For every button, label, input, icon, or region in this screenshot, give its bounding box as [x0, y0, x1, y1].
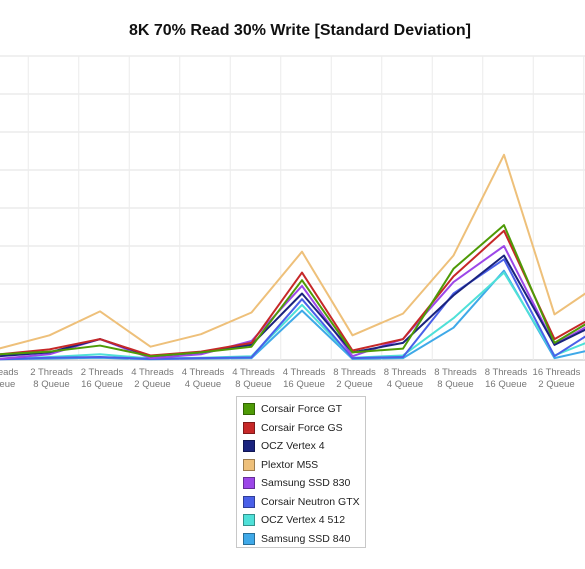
- legend-label: Corsair Neutron GTX: [261, 495, 360, 508]
- legend-label: Corsair Force GT: [261, 403, 343, 415]
- x-tick-label: 4 Threads 2 Queue: [131, 367, 174, 390]
- x-tick-label: 2 Threads 16 Queue: [81, 367, 124, 390]
- series-line-corsair-force-gt: [0, 224, 585, 358]
- legend-label: Corsair Force GS: [261, 421, 343, 434]
- series-line-corsair-neutron-gtx: [0, 258, 585, 361]
- legend-item: Corsair Force GS: [243, 420, 343, 436]
- legend-item: Corsair Neutron GTX: [243, 494, 360, 510]
- legend-item: Samsung SSD 840: [243, 531, 350, 547]
- legend-label: OCZ Vertex 4 512: [261, 514, 346, 526]
- legend-item: Plextor M5S: [243, 457, 318, 473]
- x-tick-label: 8 Threads 4 Queue: [384, 367, 427, 390]
- x-tick-label: 4 Threads 16 Queue: [283, 367, 326, 390]
- legend-item: OCZ Vertex 4 512: [243, 512, 345, 528]
- legend-swatch: [243, 440, 255, 452]
- chart-title: 8K 70% Read 30% Write [Standard Deviatio…: [129, 22, 471, 39]
- x-tick-label: 8 Threads 8 Queue: [434, 367, 477, 390]
- x-tick-label: 4 Threads 4 Queue: [182, 367, 225, 390]
- series-lines: [0, 153, 585, 361]
- legend-swatch: [243, 403, 255, 415]
- legend-item: Samsung SSD 830: [243, 475, 350, 491]
- x-tick-label: 4 Threads 8 Queue: [232, 367, 275, 390]
- legend-swatch: [243, 477, 255, 489]
- series-line-plextor-m5s: [0, 153, 585, 350]
- x-tick-label: ThreadsQueue: [0, 367, 19, 390]
- legend-label: Samsung SSD 840: [261, 532, 351, 545]
- legend-item: Corsair Force GT: [243, 401, 342, 417]
- legend: Corsair Force GT Corsair Force GS OCZ Vert…: [236, 396, 366, 548]
- series-line-corsair-force-gs: [0, 229, 585, 357]
- legend-label: Plextor M5S: [261, 458, 319, 471]
- x-tick-label: 2 Threads 8 Queue: [30, 367, 73, 390]
- legend-label: Samsung SSD 830: [261, 477, 351, 489]
- legend-swatch: [243, 514, 255, 526]
- x-tick-label: 8 Threads 2 Queue: [333, 367, 376, 390]
- legend-swatch: [243, 495, 255, 508]
- series-line-ocz-vertex-4-512: [0, 271, 585, 360]
- legend-swatch: [243, 458, 255, 471]
- legend-swatch: [243, 532, 255, 545]
- legend-item: OCZ Vertex 4: [243, 438, 325, 454]
- legend-label: OCZ Vertex 4: [261, 440, 325, 452]
- x-tick-label: 16 Threads 2 Queue: [533, 367, 581, 390]
- x-tick-label: 8 Threads 16 Queue: [485, 367, 528, 390]
- legend-swatch: [243, 421, 255, 434]
